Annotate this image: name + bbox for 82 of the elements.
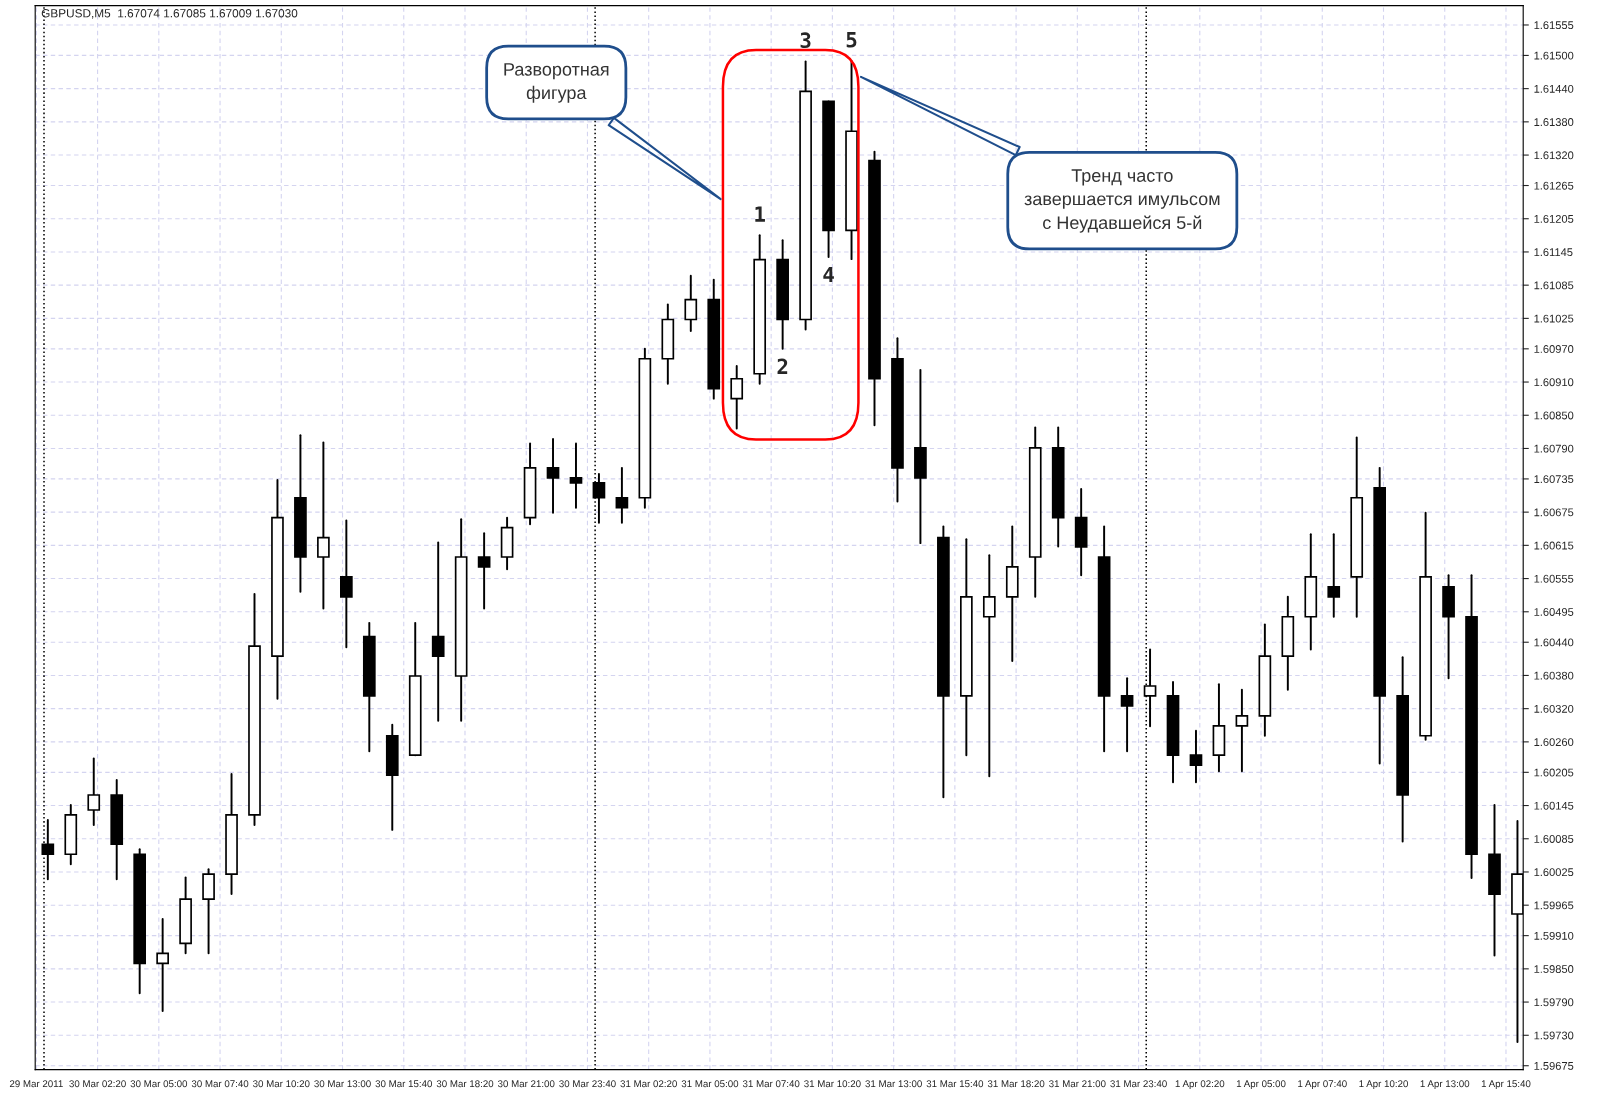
annotation: 4	[823, 266, 834, 283]
x-tick-label: 30 Mar 02:20	[69, 1080, 126, 1088]
candlestick	[477, 532, 491, 610]
y-tick-label: 1.61500	[1534, 51, 1574, 60]
y-tick-label: 1.59910	[1534, 931, 1574, 940]
chart-title: GBPUSD,M5 1.67074 1.67085 1.67009 1.67030	[41, 9, 298, 19]
y-tick-label: 1.61085	[1534, 281, 1574, 290]
candlestick	[1189, 729, 1203, 784]
annotation: 2	[777, 358, 788, 375]
candlestick	[615, 466, 629, 524]
y-tick-label: 1.60735	[1534, 475, 1574, 484]
x-tick-label: 31 Mar 21:00	[1049, 1080, 1106, 1088]
y-tick-label: 1.60615	[1534, 541, 1574, 550]
x-tick-label: 30 Mar 23:40	[559, 1080, 616, 1088]
y-tick-label: 1.60205	[1534, 768, 1574, 777]
x-tick-label: 29 Mar 2011	[9, 1080, 63, 1088]
x-tick-label: 30 Mar 21:00	[497, 1080, 555, 1088]
y-tick-label: 1.59790	[1534, 998, 1574, 1007]
x-tick-label: 1 Apr 05:00	[1236, 1080, 1286, 1090]
y-tick-label: 1.60970	[1534, 345, 1574, 353]
y-tick-label: 1.61145	[1534, 248, 1573, 257]
y-tick-label: 1.61025	[1534, 314, 1574, 323]
y-tick-label: 1.59850	[1534, 965, 1574, 973]
x-tick-label: 30 Mar 07:40	[191, 1080, 249, 1088]
y-tick-label: 1.60260	[1534, 738, 1574, 747]
x-tick-label: 31 Mar 23:40	[1110, 1080, 1167, 1088]
y-tick-label: 1.60910	[1534, 378, 1574, 387]
candlestick	[684, 274, 698, 333]
x-tick-label: 30 Mar 10:20	[253, 1080, 310, 1088]
x-tick-label: 31 Mar 10:20	[804, 1080, 861, 1088]
y-tick-label: 1.61320	[1534, 151, 1574, 160]
y-tick-label: 1.61205	[1534, 215, 1574, 223]
y-tick-label: 1.60495	[1534, 608, 1574, 616]
annotation: 5	[846, 32, 857, 48]
x-tick-label: 30 Mar 13:00	[314, 1080, 371, 1088]
x-tick-label: 1 Apr 10:20	[1359, 1080, 1408, 1090]
x-tick-label: 31 Mar 15:40	[926, 1080, 984, 1088]
annotation: 1	[755, 206, 765, 222]
x-tick-label: 1 Apr 02:20	[1175, 1080, 1225, 1090]
y-tick-label: 1.60380	[1534, 671, 1574, 680]
x-tick-label: 31 Mar 02:20	[620, 1080, 677, 1088]
y-tick-label: 1.59965	[1534, 901, 1574, 910]
x-tick-label: 30 Mar 15:40	[375, 1080, 433, 1088]
y-tick-label: 1.59675	[1534, 1061, 1574, 1070]
candlestick	[1327, 533, 1341, 618]
y-tick-label: 1.60555	[1534, 574, 1574, 583]
y-tick-label: 1.60320	[1534, 704, 1574, 713]
candlestick	[431, 541, 445, 722]
candlestick	[1235, 688, 1249, 773]
y-tick-label: 1.59730	[1534, 1031, 1574, 1040]
candlestick	[317, 441, 330, 610]
x-tick-label: 30 Mar 05:00	[130, 1080, 188, 1088]
x-tick-label: 31 Mar 07:40	[742, 1080, 800, 1088]
x-tick-label: 31 Mar 13:00	[865, 1080, 922, 1088]
y-tick-label: 1.61440	[1534, 84, 1574, 93]
x-tick-label: 1 Apr 13:00	[1420, 1080, 1470, 1090]
y-tick-label: 1.61380	[1534, 118, 1574, 126]
annotation: 3	[800, 32, 811, 49]
candlestick	[156, 918, 169, 1012]
annotation: Разворотная фигура	[504, 63, 609, 103]
y-tick-label: 1.60025	[1534, 868, 1574, 877]
x-tick-label: 1 Apr 15:40	[1481, 1080, 1531, 1090]
x-tick-label: 31 Mar 18:20	[987, 1080, 1045, 1088]
candlestick	[730, 365, 744, 430]
y-tick-label: 1.60850	[1534, 411, 1574, 420]
y-tick-label: 1.60085	[1534, 835, 1574, 843]
candlestick	[982, 554, 996, 778]
candlestick	[569, 442, 583, 509]
y-tick-label: 1.60145	[1534, 801, 1574, 810]
y-tick-label: 1.60440	[1534, 638, 1574, 647]
candlestick	[1120, 677, 1134, 753]
y-tick-label: 1.60675	[1534, 508, 1574, 517]
y-tick-label: 1.61555	[1534, 21, 1574, 30]
candlestick	[340, 519, 353, 649]
x-tick-label: 31 Mar 05:00	[681, 1080, 739, 1088]
candlestick	[546, 438, 560, 514]
annotation: Тренд часто завершается имульсом с Неудавшейся 5-й	[1024, 169, 1220, 233]
x-tick-label: 30 Mar 18:20	[436, 1080, 494, 1088]
x-tick-label: 1 Apr 07:40	[1298, 1080, 1347, 1090]
candlestick	[87, 757, 101, 826]
y-tick-label: 1.61265	[1534, 181, 1574, 190]
y-tick-label: 1.60790	[1534, 444, 1574, 453]
